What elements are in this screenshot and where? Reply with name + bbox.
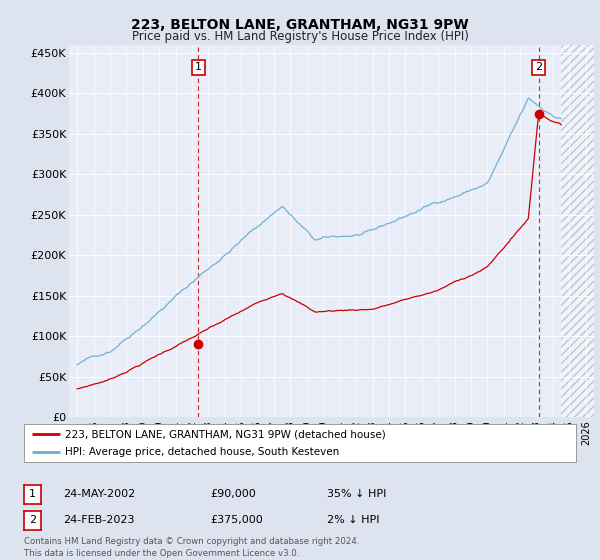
Text: 2: 2	[535, 63, 542, 72]
Text: 24-FEB-2023: 24-FEB-2023	[63, 515, 134, 525]
Text: 223, BELTON LANE, GRANTHAM, NG31 9PW (detached house): 223, BELTON LANE, GRANTHAM, NG31 9PW (de…	[65, 429, 386, 439]
Text: 2: 2	[29, 515, 36, 525]
Text: 35% ↓ HPI: 35% ↓ HPI	[327, 489, 386, 499]
Bar	[561, 45, 594, 417]
Bar	[561, 45, 594, 417]
Text: 1: 1	[195, 63, 202, 72]
Text: £90,000: £90,000	[210, 489, 256, 499]
Text: 24-MAY-2002: 24-MAY-2002	[63, 489, 135, 499]
Text: Price paid vs. HM Land Registry's House Price Index (HPI): Price paid vs. HM Land Registry's House …	[131, 30, 469, 43]
Text: 1: 1	[29, 489, 36, 500]
Text: 2% ↓ HPI: 2% ↓ HPI	[327, 515, 380, 525]
Text: Contains HM Land Registry data © Crown copyright and database right 2024.
This d: Contains HM Land Registry data © Crown c…	[24, 537, 359, 558]
Text: HPI: Average price, detached house, South Kesteven: HPI: Average price, detached house, Sout…	[65, 447, 340, 458]
Text: 223, BELTON LANE, GRANTHAM, NG31 9PW: 223, BELTON LANE, GRANTHAM, NG31 9PW	[131, 18, 469, 32]
Text: £375,000: £375,000	[210, 515, 263, 525]
